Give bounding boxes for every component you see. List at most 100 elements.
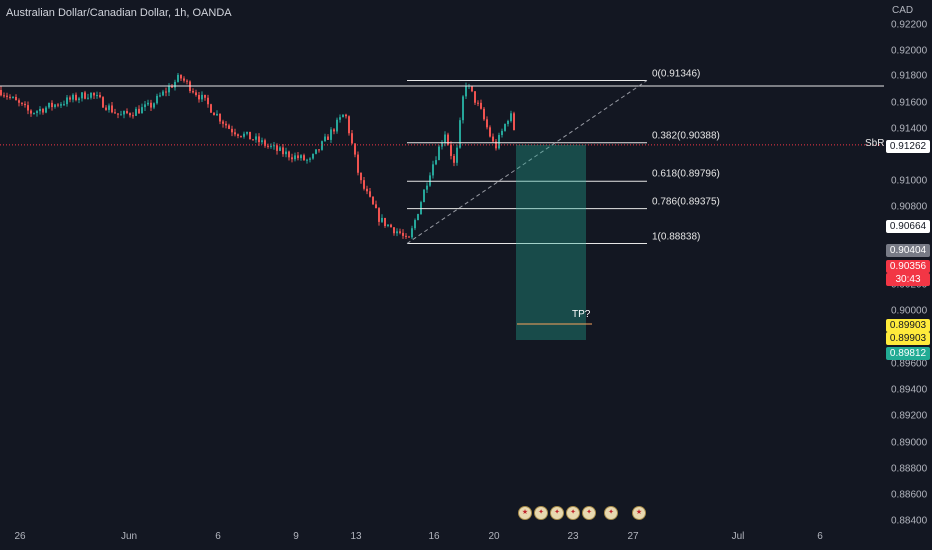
candle-body: [57, 104, 59, 106]
time-tick: Jun: [120, 531, 138, 542]
candle-body: [150, 102, 152, 108]
flag-au-icon[interactable]: ★: [518, 506, 532, 520]
candle-body: [327, 136, 329, 140]
candle-body: [162, 91, 164, 96]
candle-body: [336, 119, 338, 132]
candle-body: [381, 217, 383, 222]
price-tick: 0.89600: [891, 358, 928, 370]
candle-body: [480, 102, 482, 109]
green-price-label: 0.89812: [886, 347, 930, 360]
flag-ca-icon[interactable]: ✦: [604, 506, 618, 520]
candle-body: [192, 91, 194, 93]
candle-body: [420, 202, 422, 215]
candle-body: [186, 80, 188, 82]
time-tick: 13: [350, 531, 362, 542]
candle-body: [426, 185, 428, 190]
candle-body: [504, 124, 506, 131]
candle-body: [225, 123, 227, 126]
price-tick: 0.91600: [891, 97, 928, 109]
candle-body: [54, 104, 56, 108]
candle-body: [444, 134, 446, 144]
take-profit-zone: [516, 144, 586, 340]
candle-body: [15, 96, 17, 101]
candle-body: [435, 160, 437, 165]
time-tick: 9: [293, 531, 299, 542]
flag-ca-icon[interactable]: ✦: [550, 506, 564, 520]
candle-body: [321, 141, 323, 150]
price-tick: 0.91400: [891, 123, 928, 135]
candle-body: [147, 102, 149, 105]
candle-body: [171, 86, 173, 88]
candle-body: [210, 104, 212, 113]
candle-body: [0, 90, 2, 96]
flag-ca-icon[interactable]: ✦: [566, 506, 580, 520]
candle-body: [456, 147, 458, 163]
candle-body: [120, 114, 122, 116]
candle-body: [399, 231, 401, 233]
candle-body: [378, 208, 380, 222]
time-tick: 6: [215, 531, 221, 542]
candle-body: [357, 154, 359, 173]
candle-body: [483, 108, 485, 120]
candle-body: [33, 112, 35, 114]
candle-body: [63, 104, 65, 106]
candle-body: [345, 114, 347, 117]
candle-body: [36, 111, 38, 113]
price-tick: 0.91800: [891, 70, 928, 82]
candle-body: [462, 96, 464, 121]
candle-body: [222, 121, 224, 124]
candle-body: [402, 232, 404, 236]
price-tick: 0.89200: [891, 410, 928, 422]
upper-price-label: 0.90664: [886, 220, 930, 233]
candle-body: [78, 98, 80, 101]
candle-body: [66, 97, 68, 105]
candle-body: [51, 102, 53, 108]
candle-body: [18, 100, 20, 103]
candle-body: [474, 91, 476, 103]
candle-body: [477, 102, 479, 104]
candle-body: [114, 112, 116, 114]
candle-body: [396, 231, 398, 234]
candle-body: [465, 85, 467, 97]
candle-body: [117, 113, 119, 115]
candle-body: [411, 228, 413, 238]
candle-body: [102, 97, 104, 108]
candle-body: [351, 133, 353, 144]
candle-body: [135, 108, 137, 116]
candle-body: [129, 113, 131, 116]
flag-au-icon[interactable]: ★: [632, 506, 646, 520]
flag-ca-icon[interactable]: ✦: [534, 506, 548, 520]
candle-body: [3, 95, 5, 97]
candle-body: [108, 105, 110, 110]
candle-body: [360, 172, 362, 181]
candle-body: [291, 157, 293, 160]
candle-body: [45, 107, 47, 113]
candle-body: [300, 155, 302, 159]
flag-ca-icon[interactable]: ✦: [582, 506, 596, 520]
candle-body: [195, 92, 197, 96]
economic-events[interactable]: ★ ✦ ✦ ✦ ✦ ✦ ★: [518, 506, 646, 520]
candle-body: [288, 151, 290, 158]
candle-body: [333, 129, 335, 132]
candle-body: [264, 140, 266, 146]
price-tick: 0.90000: [891, 305, 928, 317]
candle-body: [153, 103, 155, 108]
candle-body: [132, 115, 134, 117]
candle-body: [168, 86, 170, 93]
candle-body: [432, 164, 434, 176]
candle-body: [342, 114, 344, 118]
candle-body: [297, 155, 299, 159]
candle-body: [375, 204, 377, 209]
candle-body: [219, 113, 221, 122]
candle-body: [306, 159, 308, 161]
price-tick: 0.88800: [891, 463, 928, 475]
candle-body: [231, 128, 233, 133]
candle-body: [237, 134, 239, 136]
candle-body: [84, 92, 86, 99]
candle-body: [363, 180, 365, 189]
candle-body: [414, 220, 416, 229]
price-tick: 0.88600: [891, 489, 928, 501]
price-tick: 0.89000: [891, 437, 928, 449]
currency-label: CAD: [892, 5, 914, 16]
